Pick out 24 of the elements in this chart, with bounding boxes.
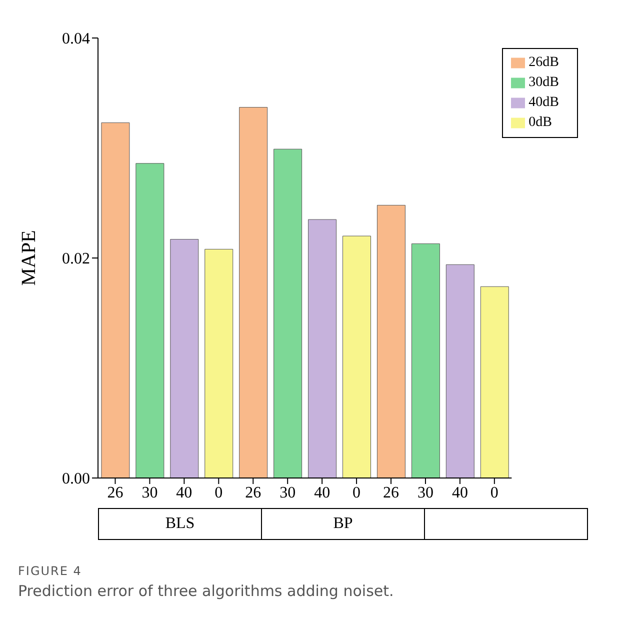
legend-label: 40dB: [528, 95, 559, 110]
x-tick-label: 26: [107, 484, 124, 502]
text: BP: [261, 509, 424, 540]
x-tick-label: 40: [176, 484, 192, 502]
x-tick-label: 40: [314, 484, 330, 502]
text: BLS: [98, 509, 261, 540]
x-tick-label: 30: [417, 484, 434, 502]
y-tick-label: 0.00: [62, 470, 90, 488]
x-tick-label: 0: [490, 484, 498, 502]
x-tick-label: 30: [280, 484, 296, 502]
x-tick-label: 0: [352, 484, 361, 502]
y-tick-label: 0.02: [62, 250, 90, 268]
y-tick-label: 0.04: [62, 30, 90, 48]
x-tick-label: 30: [142, 484, 158, 502]
caption: FIGURE 4: [18, 564, 83, 578]
y-axis-title: MAPE: [18, 230, 40, 286]
x-tick-label: 0: [214, 484, 223, 502]
x-tick-label: 40: [452, 484, 468, 502]
x-tick-label: 26: [245, 484, 262, 502]
text: Prediction error of three algorithms adding noiset.: [18, 582, 395, 600]
legend-label: 30dB: [528, 75, 559, 90]
legend-label: 26dB: [528, 55, 559, 70]
x-tick-label: 26: [383, 484, 400, 502]
legend-label: 0dB: [528, 115, 552, 130]
